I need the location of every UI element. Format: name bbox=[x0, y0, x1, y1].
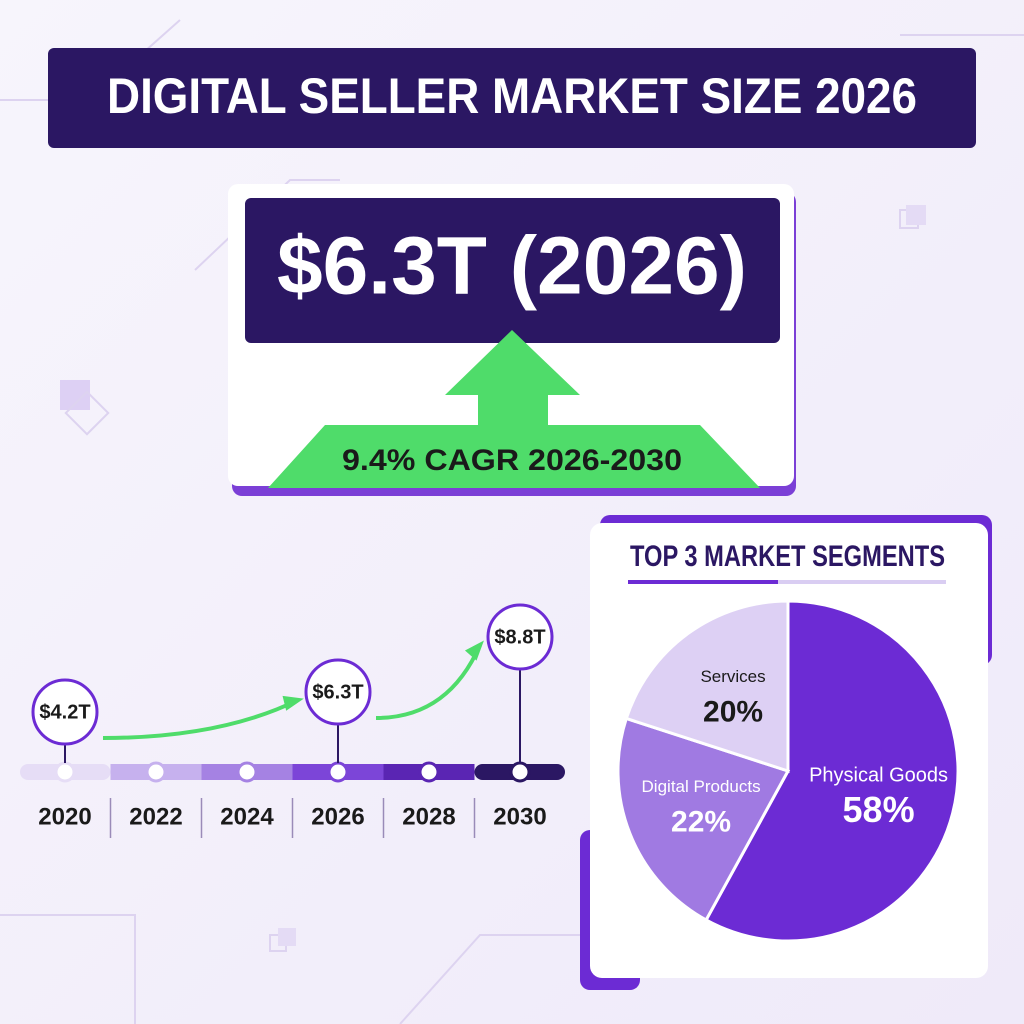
year-label: 2028 bbox=[402, 803, 455, 830]
slice-value: 20% bbox=[703, 695, 763, 728]
marker-label: $4.2T bbox=[39, 701, 90, 723]
timeline-node bbox=[418, 761, 440, 783]
year-label: 2024 bbox=[220, 803, 274, 830]
marker-label: $6.3T bbox=[312, 681, 363, 703]
headline-box bbox=[245, 198, 780, 343]
slice-value: 22% bbox=[671, 805, 731, 838]
timeline-node bbox=[327, 761, 349, 783]
marker-circle bbox=[486, 603, 554, 671]
cagr: 9.4% CAGR 2026-2030 bbox=[342, 444, 682, 477]
pie-slice bbox=[616, 716, 791, 923]
marker-circle bbox=[31, 678, 99, 746]
slice-name: Physical Goods bbox=[809, 765, 948, 787]
timeline-node bbox=[509, 761, 531, 783]
year-label: 2022 bbox=[129, 803, 182, 830]
pie-title: TOP 3 MARKET SEGMENTS bbox=[630, 540, 945, 573]
trend-arrow bbox=[102, 698, 299, 740]
title: DIGITAL SELLER MARKET SIZE 2026 bbox=[107, 68, 917, 124]
title-banner bbox=[48, 48, 976, 148]
pie-slice bbox=[704, 599, 960, 943]
year-label: 2030 bbox=[493, 803, 546, 830]
year-label: 2026 bbox=[311, 803, 364, 830]
timeline-node bbox=[236, 761, 258, 783]
growth-arrow bbox=[268, 330, 760, 488]
timeline-node bbox=[145, 761, 167, 783]
slice-value: 58% bbox=[843, 789, 915, 830]
slice-name: Digital Products bbox=[642, 777, 761, 796]
headline: $6.3T (2026) bbox=[277, 221, 747, 312]
trend-arrowhead bbox=[464, 640, 484, 661]
title-underline bbox=[628, 580, 778, 584]
timeline: 2020 2022 2024 2026 2028 2030 $4.2T $6.3T $8.8T bbox=[20, 603, 565, 838]
trend-arrowhead bbox=[282, 695, 304, 711]
title-underline bbox=[628, 580, 946, 584]
year-label: 2020 bbox=[38, 803, 91, 830]
trend-arrow bbox=[375, 644, 482, 720]
decor-lines bbox=[0, 19, 1024, 1024]
marker-circle bbox=[304, 658, 372, 726]
marker-label: $8.8T bbox=[494, 626, 545, 648]
pie-slice bbox=[624, 599, 790, 774]
slice-name: Services bbox=[700, 667, 765, 686]
timeline-node bbox=[54, 761, 76, 783]
